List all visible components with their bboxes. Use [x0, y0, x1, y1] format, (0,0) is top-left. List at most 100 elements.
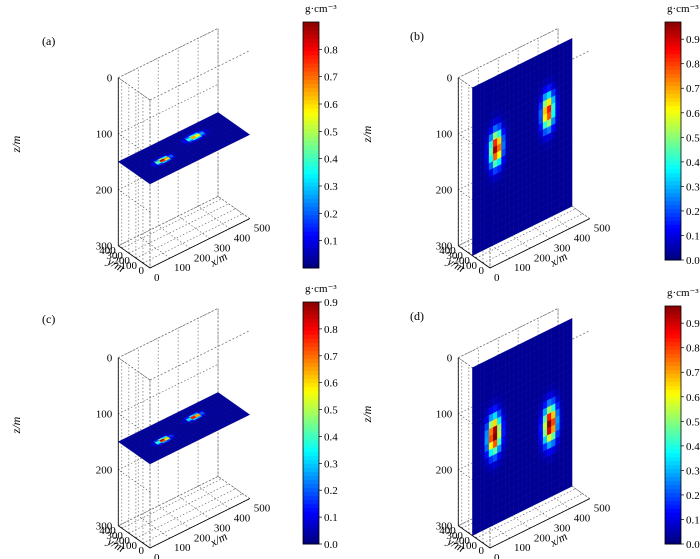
colorbar-band: [303, 447, 319, 452]
x-tick-label: 400: [574, 513, 591, 525]
colorbar-band: [303, 350, 319, 355]
colorbar-band: [665, 306, 681, 311]
box-edge: [118, 196, 219, 247]
grid-line: [118, 84, 219, 134]
colorbar-band: [303, 34, 319, 39]
colorbar-band: [665, 228, 681, 233]
colorbar-band: [665, 22, 681, 27]
colorbar-band: [303, 459, 319, 464]
colorbar-band: [665, 89, 681, 94]
colorbar-band: [665, 49, 681, 55]
x-tick-label: 100: [514, 262, 531, 274]
colorbar-band: [665, 393, 681, 398]
colorbar-band: [665, 33, 681, 39]
x-tick-label: 300: [554, 522, 571, 534]
x-tick-label: 0: [154, 272, 160, 284]
colorbar-band: [665, 536, 681, 541]
grid-line: [142, 213, 243, 264]
colorbar-band: [665, 73, 681, 79]
z-tick-label: 0: [107, 353, 113, 365]
colorbar-band: [303, 247, 319, 253]
colorbar-band: [665, 29, 681, 35]
x-tick-label: 100: [174, 262, 191, 274]
y-tick-label: 400: [99, 245, 116, 257]
density-cell: [213, 112, 220, 116]
colorbar-band: [303, 475, 319, 480]
colorbar-band: [665, 224, 681, 229]
colorbar-band: [665, 109, 681, 114]
colorbar-band: [303, 259, 319, 265]
colorbar-tick-label: 0.0: [324, 539, 338, 551]
colorbar-band: [665, 141, 681, 146]
colorbar-band: [303, 54, 319, 60]
colorbar-band: [665, 256, 681, 261]
colorbar-band: [303, 46, 319, 52]
colorbar-band: [665, 464, 681, 470]
colorbar-band: [665, 144, 681, 150]
x-tick-label: 100: [174, 542, 191, 554]
colorbar-tick-label: 0.5: [324, 405, 338, 417]
grid-line: [458, 469, 491, 493]
colorbar-band: [303, 410, 319, 416]
colorbar-band: [665, 456, 681, 462]
colorbar-band: [665, 468, 681, 474]
colorbar-band: [665, 436, 681, 442]
colorbar-band: [665, 365, 681, 370]
colorbar-tick-label: 0.7: [324, 351, 338, 363]
x-tick-label: 0: [154, 552, 160, 559]
colorbar-tick-label: 0.8: [324, 44, 338, 56]
colorbar-band: [665, 25, 681, 31]
colorbar-tick-label: 0.9: [324, 297, 338, 309]
colorbar-band: [303, 414, 319, 420]
box-edge: [217, 196, 250, 219]
x-tick-label: 200: [534, 252, 551, 264]
box-edge: [217, 476, 250, 499]
colorbar-band: [665, 488, 681, 493]
grid-line: [118, 77, 151, 101]
colorbar-band: [665, 152, 681, 158]
colorbar-band: [665, 476, 681, 482]
z-tick-label: 300: [96, 521, 113, 533]
colorbar-band: [303, 519, 319, 525]
grid-line: [458, 77, 491, 101]
panel-3: 010020030040050001002003004000100200300x…: [360, 287, 700, 559]
colorbar-band: [665, 248, 681, 253]
z-tick-label: 200: [436, 465, 453, 477]
colorbar-band: [303, 302, 319, 307]
colorbar-unit: g·cm⁻³: [667, 287, 699, 299]
colorbar-band: [665, 57, 681, 63]
colorbar-band: [665, 184, 681, 190]
z-tick-label: 200: [436, 185, 453, 197]
colorbar-band: [665, 176, 681, 182]
panel-label: (b): [410, 29, 424, 43]
colorbar-band: [303, 218, 319, 224]
colorbar-band: [303, 263, 319, 269]
colorbar-band: [303, 83, 319, 89]
colorbar-band: [303, 71, 319, 76]
x-tick-label: 300: [214, 242, 231, 254]
colorbar-tick-label: 0.0: [686, 539, 700, 551]
colorbar-band: [665, 244, 681, 249]
colorbar-band: [303, 463, 319, 468]
grid-line: [118, 28, 219, 78]
colorbar-band: [665, 361, 681, 366]
y-tick-label: 400: [439, 525, 456, 537]
colorbar-band: [665, 524, 681, 529]
colorbar-tick-label: 0.1: [324, 236, 338, 248]
colorbar-unit: g·cm⁻³: [667, 3, 699, 15]
y-tick-label: 0: [479, 545, 485, 557]
colorbar-band: [303, 362, 319, 368]
colorbar-tick-label: 0.2: [324, 208, 338, 220]
colorbar-band: [665, 321, 681, 327]
colorbar-band: [665, 421, 681, 426]
colorbar-band: [665, 65, 681, 71]
z-tick-label: 0: [447, 353, 453, 365]
box-edge: [489, 330, 590, 381]
colorbar-band: [303, 145, 319, 150]
colorbar-band: [303, 435, 319, 440]
colorbar-band: [665, 180, 681, 186]
grid-line: [128, 203, 229, 254]
colorbar-band: [665, 309, 681, 315]
colorbar-band: [665, 444, 681, 450]
density-slice: [472, 38, 573, 256]
